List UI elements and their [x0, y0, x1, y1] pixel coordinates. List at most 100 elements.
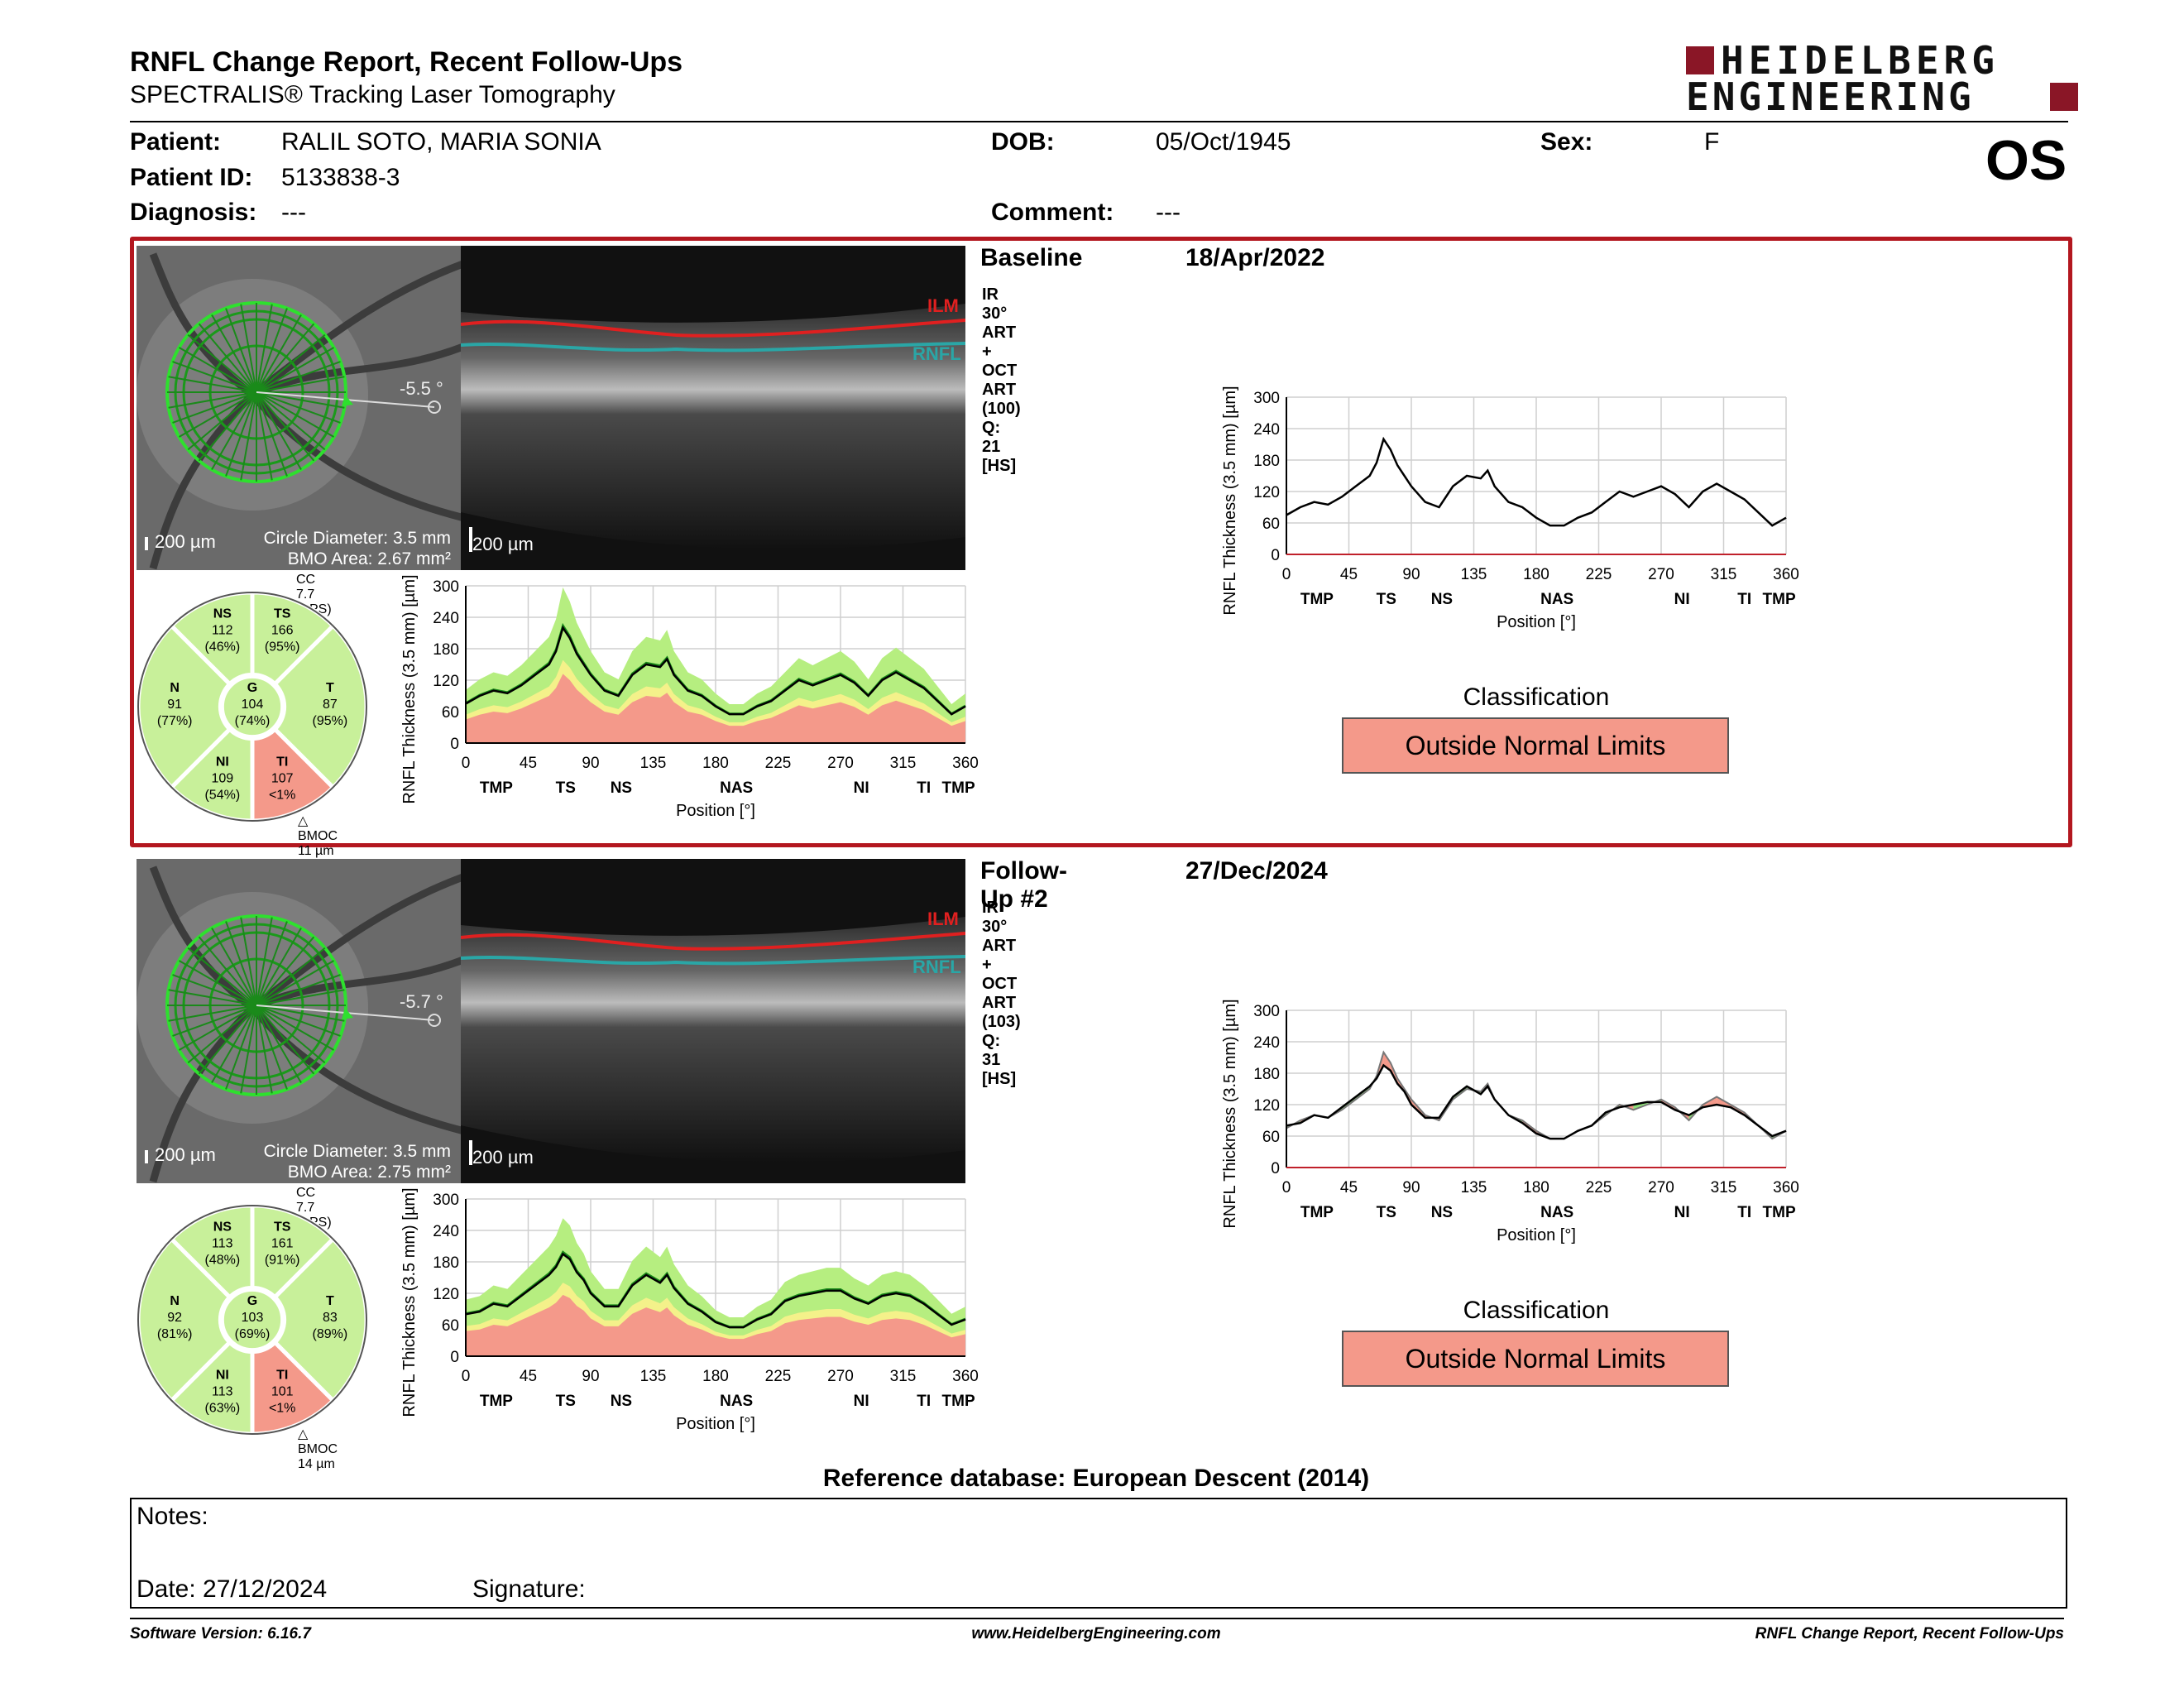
y-tick-label: 180	[1253, 1066, 1280, 1083]
sector-g-text: G	[247, 1294, 257, 1308]
oct-bscan-image: ILM RNFL 200 µm	[461, 859, 965, 1183]
sector-n-text: N	[170, 1294, 180, 1308]
sector-g-text: (69%)	[235, 1327, 271, 1341]
exam-date: 27/Dec/2024	[1185, 857, 1328, 885]
patient-id: 5133838-3	[281, 164, 400, 191]
region-label: TMP	[1300, 1204, 1334, 1221]
y-tick-label: 60	[442, 704, 459, 722]
normative-profile-chart: 0 60 120 180 240 300 0 45 90 135 180 225 270 315 360 TM…	[400, 1187, 979, 1433]
y-tick-label: 0	[450, 1349, 459, 1366]
y-axis-label: RNFL Thickness (3.5 mm) [µm]	[400, 574, 419, 803]
oct-scale-label: 200 µm	[472, 1147, 534, 1168]
sector-ti-text: <1%	[269, 1402, 295, 1416]
patient-name: RALIL SOTO, MARIA SONIA	[281, 128, 601, 156]
patient-id-label: Patient ID:	[130, 164, 253, 191]
x-tick-label: 90	[582, 1368, 599, 1385]
region-label: TS	[556, 1393, 576, 1410]
y-tick-label: 120	[433, 1286, 459, 1303]
comment-value: ---	[1156, 199, 1181, 226]
sector-n-text: 92	[167, 1311, 182, 1325]
x-tick-label: 225	[765, 1368, 792, 1385]
rnfl-thickness-line	[1286, 436, 1787, 527]
sector-t-text: 87	[323, 698, 338, 712]
sector-n-text: 91	[167, 698, 182, 712]
sector-g-text: (74%)	[235, 714, 271, 728]
baseline-frame	[130, 237, 2072, 847]
website-link[interactable]: www.HeidelbergEngineering.com	[971, 1625, 1221, 1642]
sector-ni-text: 113	[212, 1385, 233, 1399]
x-tick-label: 135	[1461, 566, 1487, 583]
scan-parameters: IR 30° ART + OCT ART (103) Q: 31 [HS]	[982, 899, 1021, 1088]
bmoc-label: △ BMOC 11 µm	[298, 814, 338, 858]
region-label: TS	[556, 779, 576, 797]
ilm-line	[461, 932, 965, 951]
x-tick-label: 360	[952, 755, 979, 772]
oct-scale-label: 200 µm	[472, 534, 534, 554]
notes-box[interactable]: Notes: Date: 27/12/2024 Signature:	[130, 1498, 2067, 1609]
region-label: TMP	[480, 779, 513, 797]
ilm-label: ILM	[927, 295, 959, 316]
x-tick-label: 270	[827, 1368, 854, 1385]
region-label: TMP	[942, 1393, 975, 1410]
x-tick-label: 360	[1773, 1179, 1799, 1196]
ir-scale-bar	[145, 1150, 148, 1163]
x-axis-label: Position [°]	[1497, 613, 1576, 631]
abnormal-band	[466, 1294, 965, 1356]
x-tick-label: 225	[1586, 566, 1612, 583]
rnfl-line	[461, 955, 965, 966]
x-tick-label: 0	[462, 1368, 471, 1385]
notes-label: Notes:	[136, 1503, 208, 1530]
x-tick-label: 90	[1402, 1179, 1420, 1196]
x-tick-label: 360	[952, 1368, 979, 1385]
sector-ts-text: 166	[271, 623, 294, 637]
ilm-line	[461, 319, 965, 338]
region-label: NI	[1674, 591, 1690, 608]
y-tick-label: 240	[1253, 421, 1280, 439]
region-label: NI	[854, 779, 869, 797]
y-tick-label: 300	[433, 1192, 459, 1209]
sector-t-text: (95%)	[312, 714, 347, 728]
y-tick-label: 180	[433, 1254, 459, 1272]
region-label: NI	[1674, 1204, 1690, 1221]
sector-ns-text: (48%)	[204, 1253, 240, 1267]
x-tick-label: 180	[702, 1368, 729, 1385]
y-tick-label: 240	[433, 1223, 459, 1240]
x-tick-label: 270	[1648, 566, 1674, 583]
sex-label: Sex:	[1540, 128, 1593, 156]
x-tick-label: 180	[702, 755, 729, 772]
x-tick-label: 270	[827, 755, 854, 772]
x-tick-label: 315	[1711, 1179, 1737, 1196]
report-title: RNFL Change Report, Recent Follow-Ups	[130, 46, 683, 78]
eye-label: OS	[1985, 129, 2067, 192]
sector-ni-text: (63%)	[204, 1402, 240, 1416]
bmo-area: BMO Area: 2.75 mm²	[287, 1163, 451, 1182]
sector-outline	[137, 1205, 367, 1435]
dob-label: DOB:	[991, 128, 1055, 156]
x-tick-label: 180	[1523, 1179, 1549, 1196]
ir-scale-label: 200 µm	[155, 531, 216, 552]
sector-g-text: G	[247, 681, 257, 695]
sector-ni-text: 109	[211, 772, 233, 786]
normative-profile-chart: 0 60 120 180 240 300 0 45 90 135 180 225 270 315 360 TM…	[400, 574, 979, 820]
x-tick-label: 135	[640, 1368, 667, 1385]
x-tick-label: 270	[1648, 1179, 1674, 1196]
x-tick-label: 225	[1586, 1179, 1612, 1196]
region-label: TMP	[480, 1393, 513, 1410]
y-tick-label: 60	[1262, 1129, 1280, 1146]
y-tick-label: 180	[433, 641, 459, 659]
ilm-label: ILM	[927, 909, 959, 929]
ir-scale-label: 200 µm	[155, 1144, 216, 1165]
x-tick-label: 180	[1523, 566, 1549, 583]
y-tick-label: 120	[1253, 484, 1280, 501]
classification-label: Classification	[1463, 1297, 1610, 1324]
sector-global	[219, 1287, 285, 1353]
y-tick-label: 120	[1253, 1097, 1280, 1115]
y-tick-label: 120	[433, 673, 459, 690]
x-axis-label: Position [°]	[676, 1415, 755, 1433]
sector-global	[219, 674, 285, 740]
classification-result: Outside Normal Limits	[1342, 717, 1729, 774]
x-tick-label: 225	[765, 755, 792, 772]
region-label: NS	[1431, 1204, 1453, 1221]
x-axis-label: Position [°]	[676, 802, 755, 820]
sector-ti-text: 107	[271, 772, 294, 786]
